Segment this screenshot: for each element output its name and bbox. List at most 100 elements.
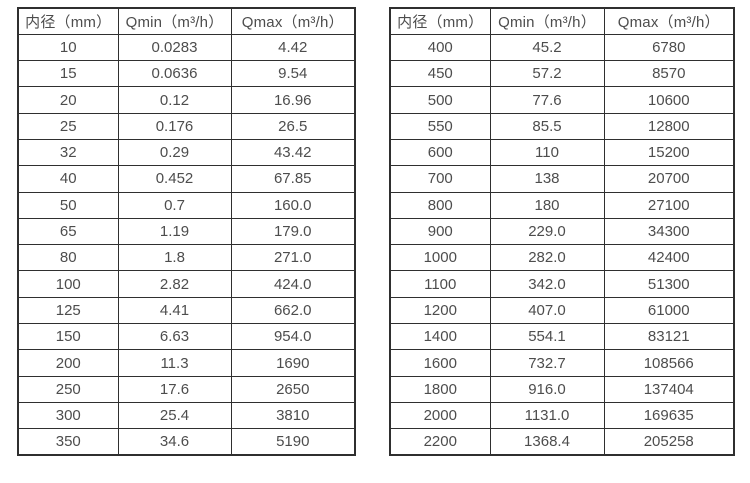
qmin-cell: 85.5 — [489, 112, 605, 140]
qmax-cell: 662.0 — [230, 296, 356, 325]
qmin-cell: 17.6 — [117, 375, 232, 403]
table-row: 550 85.5 12800 — [389, 112, 735, 140]
qmax-cell: 4.42 — [230, 33, 356, 62]
flow-range-table-small-diameters: 内径（mm） Qmin（m³/h） Qmax（m³/h） 10 0.0283 4.42 15… — [17, 7, 356, 457]
diameter-cell: 2000 — [389, 401, 491, 430]
qmax-cell: 10600 — [603, 86, 735, 114]
table-row: 400 45.2 6780 — [389, 33, 735, 62]
diameter-cell: 80 — [17, 244, 119, 272]
header-row: 内径（mm） Qmin（m³/h） Qmax（m³/h） — [389, 7, 735, 35]
diameter-cell: 1000 — [389, 244, 491, 272]
qmax-cell: 26.5 — [230, 112, 356, 140]
diameter-cell: 1800 — [389, 375, 491, 403]
table-row: 50 0.7 160.0 — [17, 191, 356, 219]
table-row: 800 180 27100 — [389, 191, 735, 219]
qmin-cell: 1131.0 — [489, 401, 605, 430]
qmin-cell: 138 — [489, 165, 605, 193]
diameter-cell: 1100 — [389, 270, 491, 298]
qmax-cell: 27100 — [603, 191, 735, 219]
qmin-cell: 57.2 — [489, 60, 605, 88]
qmin-cell: 34.6 — [117, 428, 232, 456]
table-row: 500 77.6 10600 — [389, 86, 735, 114]
qmin-cell: 0.29 — [117, 138, 232, 167]
qmax-cell: 954.0 — [230, 323, 356, 351]
qmin-cell: 0.176 — [117, 112, 232, 140]
table-row: 20 0.12 16.96 — [17, 86, 356, 114]
qmin-cell: 6.63 — [117, 323, 232, 351]
qmax-cell: 5190 — [230, 428, 356, 456]
qmin-cell: 2.82 — [117, 270, 232, 298]
diameter-cell: 350 — [17, 428, 119, 456]
qmax-cell: 1690 — [230, 349, 356, 377]
diameter-cell: 550 — [389, 112, 491, 140]
header-row: 内径（mm） Qmin（m³/h） Qmax（m³/h） — [17, 7, 356, 35]
diameter-cell: 40 — [17, 165, 119, 193]
qmax-cell: 42400 — [603, 244, 735, 272]
qmin-cell: 1.8 — [117, 244, 232, 272]
diameter-cell: 150 — [17, 323, 119, 351]
diameter-cell: 600 — [389, 138, 491, 167]
diameter-cell: 1200 — [389, 296, 491, 325]
table-row: 100 2.82 424.0 — [17, 270, 356, 298]
diameter-header: 内径（mm） — [17, 7, 119, 35]
qmin-cell: 0.12 — [117, 86, 232, 114]
table-row: 150 6.63 954.0 — [17, 323, 356, 351]
qmax-cell: 34300 — [603, 217, 735, 246]
qmax-cell: 108566 — [603, 349, 735, 377]
qmax-cell: 179.0 — [230, 217, 356, 246]
table-row: 15 0.0636 9.54 — [17, 60, 356, 88]
qmin-cell: 229.0 — [489, 217, 605, 246]
table-row: 1000 282.0 42400 — [389, 244, 735, 272]
table-row: 1800 916.0 137404 — [389, 375, 735, 403]
diameter-cell: 1400 — [389, 323, 491, 351]
qmin-cell: 45.2 — [489, 33, 605, 62]
table-row: 900 229.0 34300 — [389, 217, 735, 246]
qmin-header: Qmin（m³/h） — [489, 7, 605, 35]
qmax-cell: 424.0 — [230, 270, 356, 298]
table-row: 80 1.8 271.0 — [17, 244, 356, 272]
qmax-header: Qmax（m³/h） — [230, 7, 356, 35]
qmax-cell: 3810 — [230, 401, 356, 430]
qmin-cell: 554.1 — [489, 323, 605, 351]
qmax-cell: 61000 — [603, 296, 735, 325]
qmin-cell: 77.6 — [489, 86, 605, 114]
qmax-cell: 160.0 — [230, 191, 356, 219]
table-row: 125 4.41 662.0 — [17, 296, 356, 325]
qmax-cell: 137404 — [603, 375, 735, 403]
diameter-cell: 900 — [389, 217, 491, 246]
qmax-cell: 15200 — [603, 138, 735, 167]
diameter-cell: 450 — [389, 60, 491, 88]
qmin-cell: 407.0 — [489, 296, 605, 325]
diameter-cell: 65 — [17, 217, 119, 246]
qmin-cell: 342.0 — [489, 270, 605, 298]
qmin-cell: 25.4 — [117, 401, 232, 430]
diameter-cell: 300 — [17, 401, 119, 430]
qmin-cell: 282.0 — [489, 244, 605, 272]
table-row: 25 0.176 26.5 — [17, 112, 356, 140]
qmax-cell: 205258 — [603, 428, 735, 456]
qmin-cell: 0.0283 — [117, 33, 232, 62]
qmin-cell: 916.0 — [489, 375, 605, 403]
table-row: 65 1.19 179.0 — [17, 217, 356, 246]
diameter-cell: 10 — [17, 33, 119, 62]
table-row: 1600 732.7 108566 — [389, 349, 735, 377]
diameter-cell: 800 — [389, 191, 491, 219]
qmax-cell: 12800 — [603, 112, 735, 140]
diameter-cell: 25 — [17, 112, 119, 140]
diameter-cell: 32 — [17, 138, 119, 167]
table-row: 2000 1131.0 169635 — [389, 401, 735, 430]
diameter-header: 内径（mm） — [389, 7, 491, 35]
qmin-cell: 1368.4 — [489, 428, 605, 456]
qmin-cell: 0.0636 — [117, 60, 232, 88]
diameter-cell: 1600 — [389, 349, 491, 377]
table-row: 450 57.2 8570 — [389, 60, 735, 88]
table-row: 32 0.29 43.42 — [17, 138, 356, 167]
qmax-cell: 43.42 — [230, 138, 356, 167]
flow-range-tables-container: 内径（mm） Qmin（m³/h） Qmax（m³/h） 10 0.0283 4.42 15… — [17, 7, 735, 457]
qmin-cell: 110 — [489, 138, 605, 167]
qmax-cell: 2650 — [230, 375, 356, 403]
flow-range-table-large-diameters: 内径（mm） Qmin（m³/h） Qmax（m³/h） 400 45.2 6780 450… — [389, 7, 735, 457]
qmax-cell: 83121 — [603, 323, 735, 351]
qmax-cell: 9.54 — [230, 60, 356, 88]
diameter-cell: 20 — [17, 86, 119, 114]
